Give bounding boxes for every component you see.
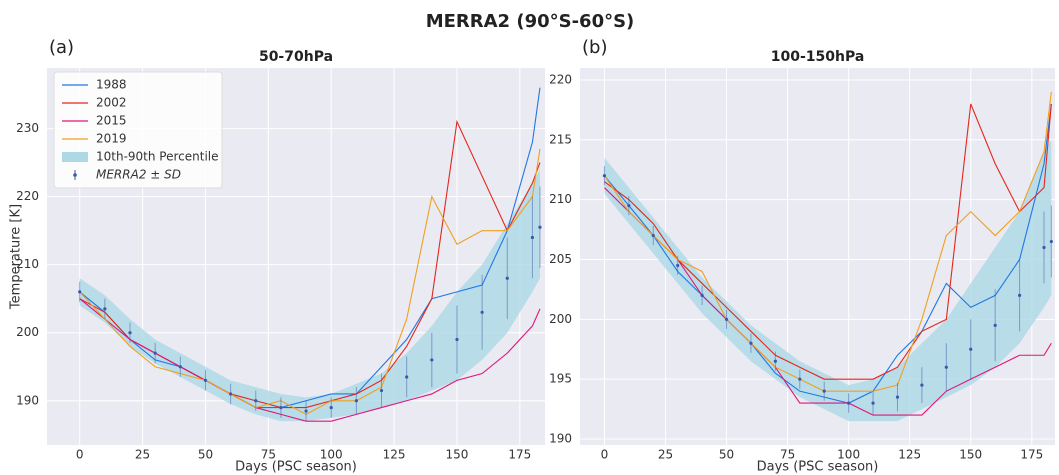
mean-point	[602, 174, 607, 178]
series-line	[604, 103, 1052, 380]
mean-point	[993, 323, 997, 327]
mean-point	[405, 375, 409, 379]
y-tick-label: 220	[16, 189, 39, 203]
mean-point	[651, 233, 655, 238]
mean-point	[944, 365, 948, 369]
mean-point	[379, 388, 384, 393]
mean-point	[304, 409, 308, 413]
mean-point	[103, 307, 107, 311]
x-tick-label: 25	[135, 448, 150, 462]
percentile-band	[79, 169, 540, 422]
x-tick-label: 175	[508, 448, 531, 462]
percentile-band	[604, 139, 1052, 422]
legend-label: 1988	[96, 78, 127, 92]
legend-label: MERRA2 ± SD	[96, 168, 181, 182]
mean-point	[920, 383, 924, 387]
y-tick-label: 200	[16, 325, 39, 339]
x-tick-label: 0	[601, 448, 609, 462]
mean-point	[1042, 245, 1046, 250]
mean-point	[329, 405, 333, 410]
legend-label: 2002	[96, 96, 127, 110]
mean-point	[178, 365, 182, 369]
mean-point	[505, 276, 509, 280]
mean-point	[773, 359, 777, 363]
y-tick-label: 190	[549, 432, 572, 446]
y-tick-label: 210	[549, 192, 572, 206]
x-axis-label: Days (PSC season)	[235, 460, 357, 475]
y-tick-label: 230	[16, 121, 39, 135]
mean-point	[530, 235, 535, 240]
mean-point	[895, 395, 900, 399]
x-tick-label: 25	[658, 448, 673, 462]
y-tick-label: 210	[16, 257, 39, 271]
y-tick-label: 205	[549, 252, 572, 266]
series-line	[603, 103, 1052, 404]
mean-point	[229, 392, 233, 396]
mean-point	[627, 204, 631, 208]
x-tick-label: 175	[1020, 448, 1043, 462]
legend-label: 2019	[96, 132, 127, 146]
y-tick-label: 200	[549, 312, 572, 326]
x-tick-label: 125	[898, 448, 921, 462]
y-axis-label: Temperature [K]	[9, 204, 24, 310]
legend: 1988 2002 2015 2019 10th-90th Percentile MERR…	[53, 71, 223, 189]
x-tick-label: 50	[719, 448, 734, 462]
series-line	[604, 187, 1052, 416]
mean-point	[798, 377, 802, 381]
y-tick-label: 190	[16, 393, 39, 407]
series-line	[79, 298, 541, 422]
mean-point	[969, 347, 973, 351]
series-line	[79, 148, 541, 416]
x-tick-label: 75	[780, 448, 795, 462]
mean-point	[455, 337, 459, 342]
x-axis-label: Days (PSC season)	[757, 460, 879, 475]
figure-title: MERRA2 (90°S-60°S)	[426, 11, 635, 32]
x-tick-label: 150	[446, 448, 469, 462]
mean-point	[538, 225, 542, 229]
mean-point	[203, 378, 208, 382]
x-tick-label: 0	[76, 448, 84, 462]
mean-point	[430, 358, 434, 362]
mean-point	[354, 399, 358, 403]
mean-point	[822, 389, 826, 393]
mean-point	[676, 263, 680, 268]
y-tick-label: 195	[549, 372, 572, 386]
x-tick-label: 125	[383, 448, 406, 462]
series-line	[79, 87, 541, 409]
mean-point	[749, 341, 753, 345]
legend-box	[53, 71, 223, 189]
x-tick-label: 100	[320, 448, 343, 462]
panel-label: (b)	[582, 37, 607, 58]
panel-label: (a)	[49, 37, 74, 58]
mean-point	[871, 401, 875, 405]
x-tick-label: 50	[198, 448, 213, 462]
x-tick-label: 100	[837, 448, 860, 462]
mean-point	[153, 351, 157, 355]
mean-point	[700, 293, 704, 297]
mean-point	[279, 405, 283, 410]
subplot-title: 50-70hPa	[259, 49, 333, 65]
mean-point	[1017, 293, 1022, 297]
legend-swatch	[62, 152, 88, 162]
x-tick-label: 150	[959, 448, 982, 462]
x-tick-label: 75	[261, 448, 276, 462]
series-line	[603, 91, 1052, 392]
mean-point	[847, 401, 851, 405]
legend-swatch	[73, 173, 77, 177]
mean-point	[254, 399, 258, 403]
y-tick-label: 220	[549, 72, 572, 86]
subplot-title: 100-150hPa	[771, 49, 865, 65]
legend-label: 10th-90th Percentile	[96, 150, 219, 164]
mean-point	[724, 317, 729, 321]
mean-point	[128, 331, 132, 335]
mean-point	[1049, 239, 1053, 244]
mean-point	[78, 290, 82, 294]
y-tick-label: 215	[549, 132, 572, 146]
mean-point	[480, 310, 484, 314]
legend-label: 2015	[96, 114, 127, 128]
